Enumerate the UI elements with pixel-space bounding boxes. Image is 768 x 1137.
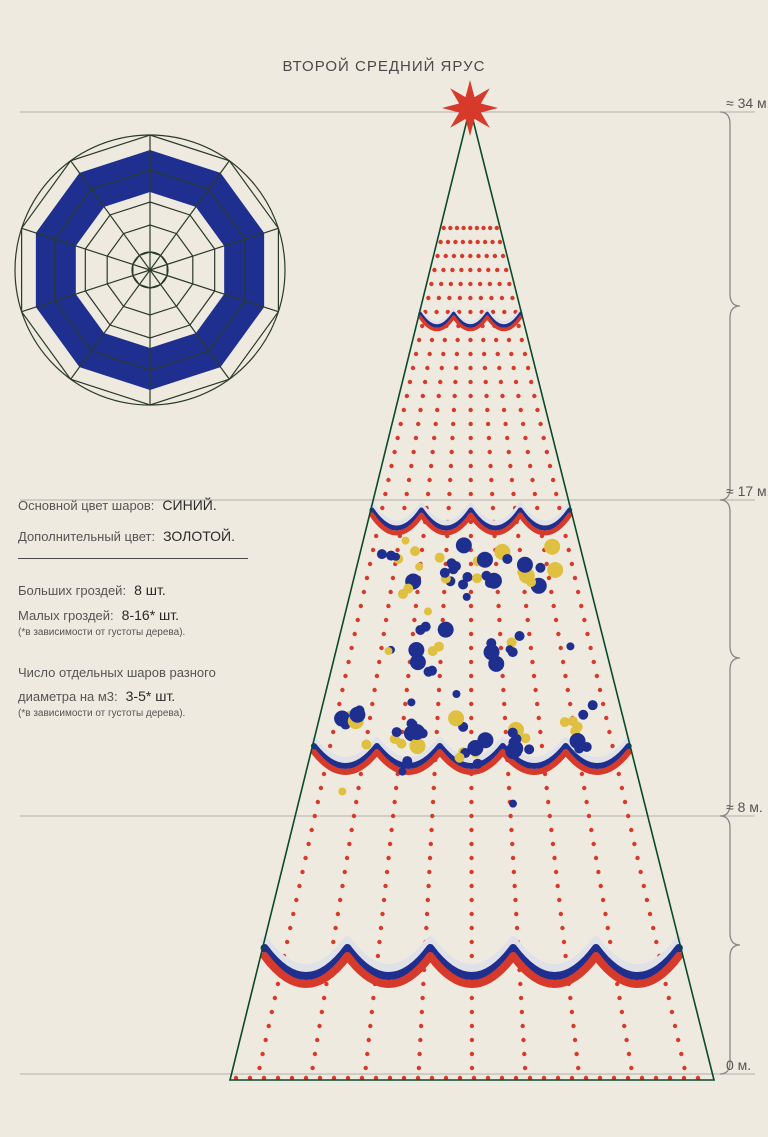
spec-label-text: Основной цвет шаров: bbox=[18, 498, 154, 513]
spec-note: (*в зависимости от густоты дерева). bbox=[18, 627, 185, 638]
tree-star bbox=[442, 80, 498, 136]
spec-row: Число отдельных шаров разного bbox=[18, 665, 216, 680]
diagram-svg: ≈ 34 м. ≈ 17 м. ≈ 8 м. 0 м. bbox=[0, 0, 768, 1137]
spec-value-text: 8-16* шт. bbox=[122, 607, 179, 623]
spec-row: Основной цвет шаров: СИНИЙ. bbox=[18, 497, 217, 513]
spec-divider bbox=[18, 558, 248, 559]
measurement-marks: ≈ 34 м. ≈ 17 м. ≈ 8 м. 0 м. bbox=[720, 95, 768, 1074]
spec-value-text: 8 шт. bbox=[134, 582, 166, 598]
spec-note: (*в зависимости от густоты дерева). bbox=[18, 708, 185, 719]
spec-value-text: СИНИЙ. bbox=[162, 497, 216, 513]
height-label: ≈ 8 м. bbox=[726, 799, 763, 815]
spec-value-text: 3-5* шт. bbox=[126, 688, 176, 704]
top-view-diagram bbox=[15, 135, 285, 405]
spec-label-text: Малых гроздей: bbox=[18, 608, 114, 623]
spec-row: Больших гроздей: 8 шт. bbox=[18, 582, 166, 598]
spec-row: Дополнительный цвет: ЗОЛОТОЙ. bbox=[18, 528, 235, 544]
height-label: ≈ 17 м. bbox=[726, 483, 768, 499]
spec-label-text: Число отдельных шаров разного bbox=[18, 665, 216, 680]
height-label: ≈ 34 м. bbox=[726, 95, 768, 111]
height-label: 0 м. bbox=[726, 1057, 751, 1073]
spec-row: диаметра на м3: 3-5* шт. bbox=[18, 688, 175, 704]
spec-label-text: Дополнительный цвет: bbox=[18, 529, 155, 544]
spec-value-text: ЗОЛОТОЙ. bbox=[163, 528, 235, 544]
spec-label-text: Больших гроздей: bbox=[18, 583, 126, 598]
spec-row: Малых гроздей: 8-16* шт. bbox=[18, 607, 179, 623]
spec-label-text: диаметра на м3: bbox=[18, 689, 118, 704]
